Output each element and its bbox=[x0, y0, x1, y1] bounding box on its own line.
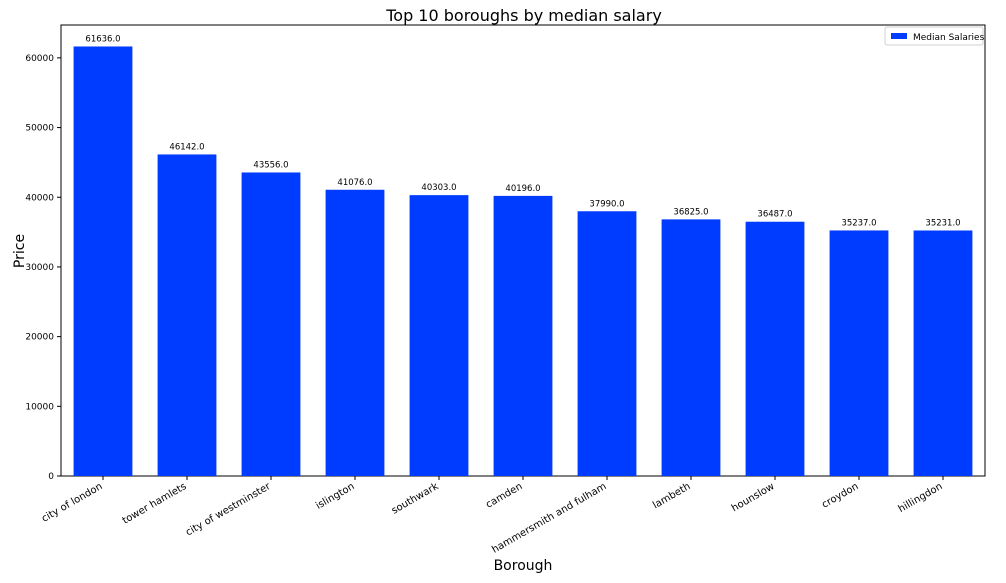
x-tick-label: islington bbox=[314, 481, 356, 512]
bar bbox=[745, 221, 805, 476]
x-tick-label: tower hamlets bbox=[121, 481, 189, 526]
plot-area: 0 10000 20000 30000 40000 50000 60000 61636.0 ci… bbox=[25, 24, 986, 556]
legend-swatch bbox=[891, 33, 907, 39]
bar bbox=[409, 195, 469, 476]
x-axis-label: Borough bbox=[494, 558, 553, 574]
bar-value-label: 40196.0 bbox=[505, 184, 540, 194]
bar-value-label: 35231.0 bbox=[925, 218, 960, 228]
bar bbox=[913, 230, 973, 476]
bar bbox=[577, 211, 637, 476]
y-tick-label: 60000 bbox=[25, 54, 54, 64]
x-tick-label: city of london bbox=[40, 481, 105, 525]
bar-value-label: 61636.0 bbox=[85, 34, 120, 44]
bar-value-label: 36487.0 bbox=[757, 210, 792, 220]
bar bbox=[241, 172, 301, 476]
bar-value-label: 37990.0 bbox=[589, 199, 624, 209]
bar bbox=[493, 195, 553, 476]
bar-value-label: 41076.0 bbox=[337, 178, 372, 188]
chart-title: Top 10 boroughs by median salary bbox=[385, 6, 662, 25]
x-tick-label: city of westminster bbox=[184, 481, 273, 539]
legend-label: Median Salaries bbox=[913, 33, 985, 43]
x-tick-label: hounslow bbox=[730, 481, 777, 514]
x-tick-label: hillingdon bbox=[897, 481, 945, 515]
bar-value-label: 35237.0 bbox=[841, 218, 876, 228]
y-axis-label: Price bbox=[12, 234, 28, 268]
x-tick-label: camden bbox=[484, 481, 524, 511]
y-tick-label: 0 bbox=[48, 472, 54, 482]
legend-frame bbox=[884, 26, 984, 46]
y-tick-label: 20000 bbox=[25, 333, 54, 343]
bar bbox=[829, 230, 889, 476]
bar-value-label: 40303.0 bbox=[421, 183, 456, 193]
y-tick-label: 40000 bbox=[25, 193, 54, 203]
bar bbox=[73, 46, 133, 477]
x-tick-label: southwark bbox=[390, 481, 441, 517]
bar bbox=[157, 154, 217, 476]
bar-value-label: 46142.0 bbox=[169, 142, 204, 152]
bar-value-label: 36825.0 bbox=[673, 207, 708, 217]
bar bbox=[325, 189, 385, 476]
y-tick-label: 30000 bbox=[25, 263, 54, 273]
y-tick-label: 50000 bbox=[25, 124, 54, 134]
y-tick-label: 10000 bbox=[25, 402, 54, 412]
x-tick-label: lambeth bbox=[651, 481, 692, 511]
chart-legend: Median Salaries bbox=[884, 26, 985, 46]
x-tick-label: croydon bbox=[820, 481, 860, 511]
bar bbox=[661, 219, 721, 476]
bar-value-label: 43556.0 bbox=[253, 160, 288, 170]
